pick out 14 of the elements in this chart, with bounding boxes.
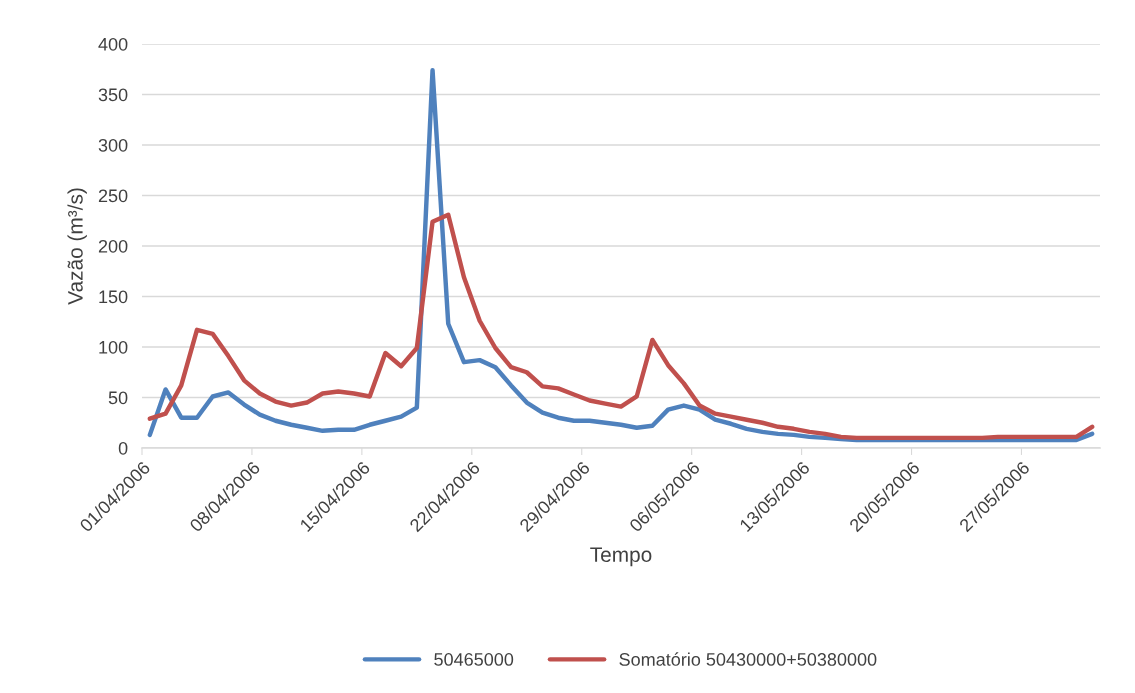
y-tick-label: 50 — [108, 391, 128, 405]
legend-label: 50465000 — [434, 653, 514, 666]
y-tick-label: 300 — [98, 138, 128, 152]
line-series — [147, 212, 1095, 441]
y-axis-title: Vazão (m³/s) — [67, 188, 87, 305]
y-tick-label: 350 — [98, 88, 128, 102]
y-tick-label: 200 — [98, 239, 128, 253]
y-tick-label: 150 — [99, 290, 128, 304]
x-axis-title: Tempo — [590, 547, 652, 567]
y-tick-label: 250 — [98, 189, 128, 203]
y-tick-label: 100 — [99, 340, 128, 354]
legend-label: Somatório 50430000+50380000 — [619, 652, 877, 666]
y-tick-label: 400 — [98, 37, 128, 51]
y-tick-label: 0 — [118, 441, 128, 455]
